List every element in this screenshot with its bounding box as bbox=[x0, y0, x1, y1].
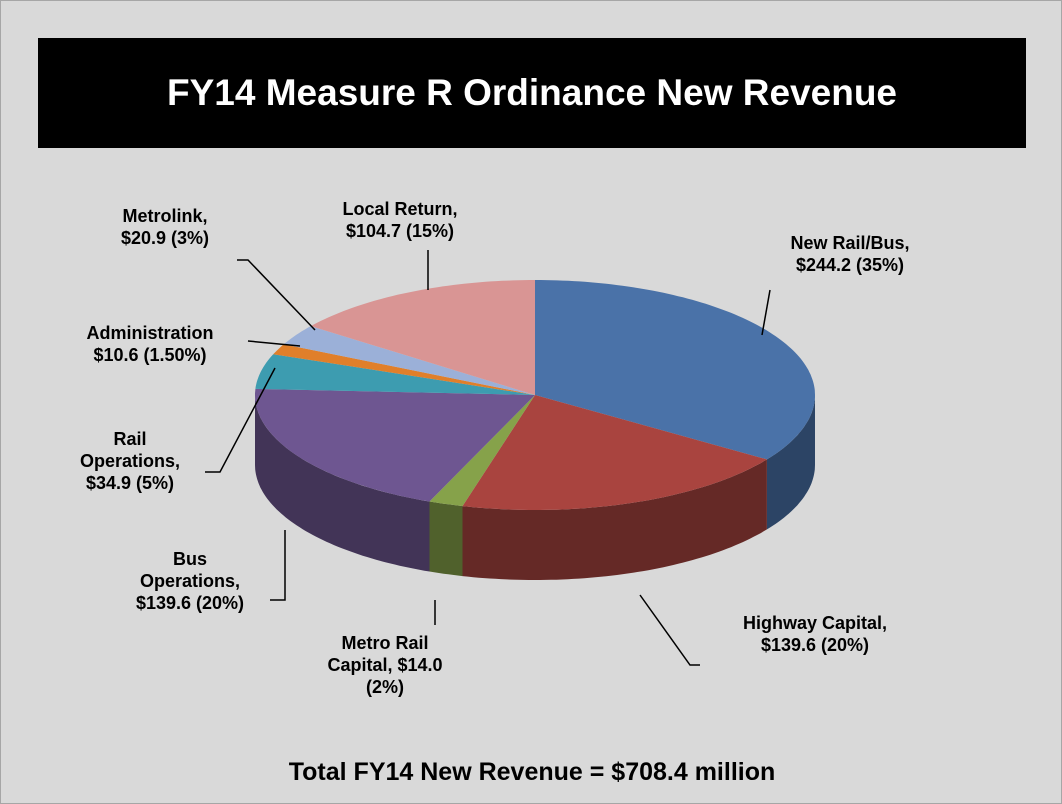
data-label: Metrolink, $20.9 (3%) bbox=[75, 205, 255, 249]
slice-side bbox=[429, 501, 463, 577]
slice bbox=[429, 395, 535, 507]
slice bbox=[255, 354, 535, 395]
slice bbox=[462, 395, 767, 510]
slice bbox=[273, 344, 535, 395]
slice bbox=[255, 388, 535, 502]
category-label: Metrolink, bbox=[122, 206, 208, 226]
category-label: Metro Rail Capital, bbox=[327, 633, 429, 675]
data-label: Local Return, $104.7 (15%) bbox=[300, 198, 500, 242]
category-label: Administration bbox=[86, 323, 214, 343]
data-label: Highway Capital, $139.6 (20%) bbox=[740, 612, 890, 656]
slice bbox=[310, 280, 535, 395]
value-label: $104.7 (15%) bbox=[345, 221, 455, 241]
slice bbox=[535, 280, 815, 460]
leader-line bbox=[237, 259, 316, 331]
slice-side bbox=[462, 459, 767, 580]
value-label: $20.9 (3%) bbox=[120, 228, 210, 248]
data-label: Rail Operations, $34.9 (5%) bbox=[70, 428, 190, 494]
title-box: FY14 Measure R Ordinance New Revenue bbox=[38, 38, 1026, 148]
category-label: Local Return, bbox=[342, 199, 458, 219]
chart-title: FY14 Measure R Ordinance New Revenue bbox=[167, 72, 897, 113]
data-label: Bus Operations, $139.6 (20%) bbox=[123, 548, 258, 614]
category-label: Bus Operations, bbox=[139, 549, 241, 591]
value-label: $10.6 (1.50%) bbox=[93, 345, 207, 365]
chart-subtitle: Total FY14 New Revenue = $708.4 million bbox=[288, 758, 776, 786]
category-label: New Rail/Bus, bbox=[790, 233, 910, 253]
value-label: $244.2 (35%) bbox=[795, 255, 905, 275]
value-label: $34.9 (5%) bbox=[85, 473, 175, 493]
data-label: New Rail/Bus, $244.2 (35%) bbox=[750, 232, 950, 276]
leader-line bbox=[205, 367, 276, 473]
slice-side bbox=[255, 395, 430, 572]
value-label: $139.6 (20%) bbox=[760, 635, 870, 655]
leader-line bbox=[639, 594, 700, 666]
slice-side bbox=[766, 395, 815, 530]
category-label: Rail Operations, bbox=[79, 429, 181, 471]
value-label: $139.6 (20%) bbox=[135, 593, 245, 613]
category-label: Highway Capital, bbox=[742, 613, 888, 633]
data-label: Metro Rail Capital, $14.0 (2%) bbox=[315, 632, 455, 698]
data-label: Administration $10.6 (1.50%) bbox=[50, 322, 250, 366]
leader-line bbox=[247, 340, 301, 347]
slice bbox=[283, 326, 535, 395]
leader-line bbox=[270, 530, 286, 601]
value-label: $14.0 (2%) bbox=[365, 655, 443, 697]
leader-line bbox=[761, 289, 771, 336]
